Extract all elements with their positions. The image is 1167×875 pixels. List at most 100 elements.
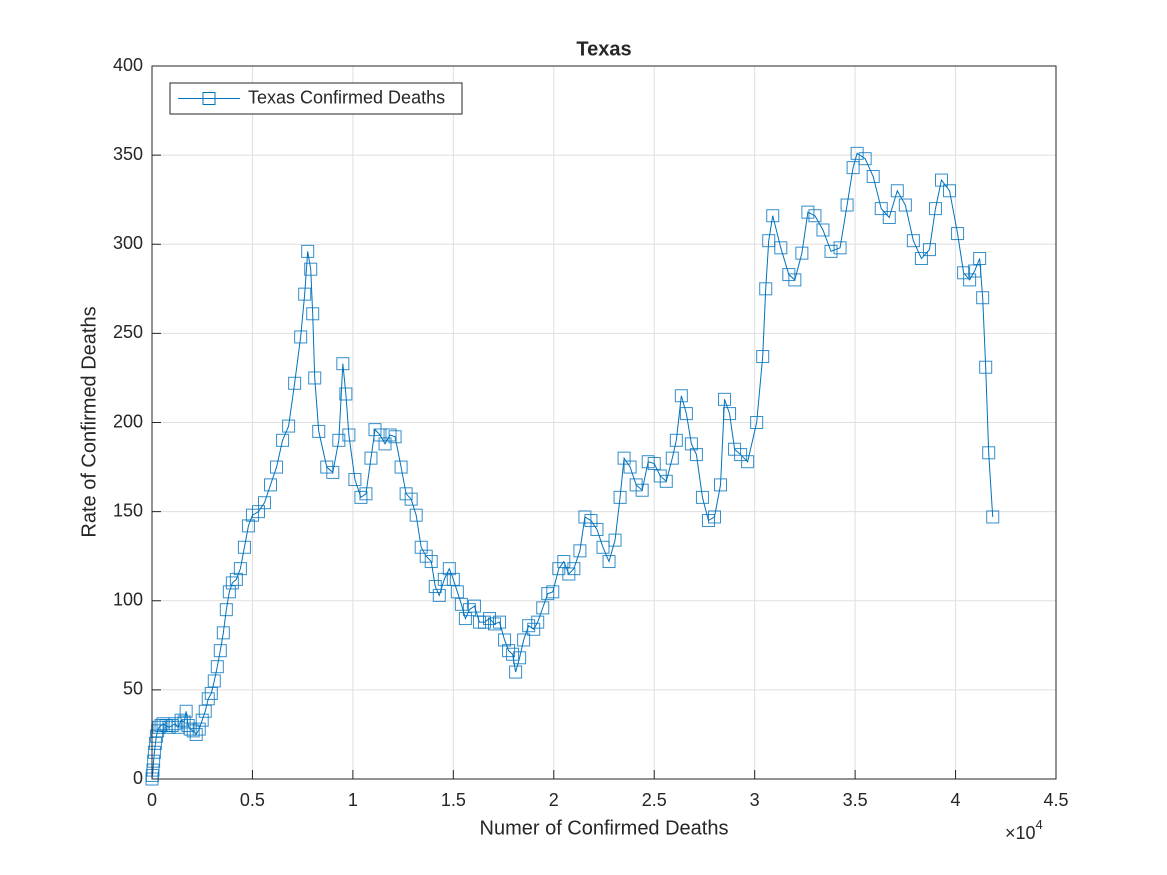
data-point (552, 562, 566, 576)
data-point (368, 423, 382, 437)
data-point (846, 161, 860, 175)
data-point (833, 241, 847, 255)
data-point (596, 540, 610, 554)
data-point (213, 644, 227, 658)
data-point (282, 419, 296, 433)
data-point (922, 243, 936, 257)
y-tick-label: 150 (113, 500, 143, 520)
y-tick-label: 50 (123, 679, 143, 699)
data-point (147, 745, 161, 759)
data-point (304, 262, 318, 276)
data-point (562, 567, 576, 581)
data-point (201, 692, 215, 706)
data-point (477, 615, 491, 629)
data-point (509, 665, 523, 679)
data-point (301, 244, 315, 258)
data-point (756, 350, 770, 364)
data-point (482, 612, 496, 626)
data-point (795, 246, 809, 260)
data-point (146, 763, 160, 777)
data-point (348, 473, 362, 487)
data-point (437, 572, 451, 586)
data-point (527, 622, 541, 636)
data-point (816, 223, 830, 237)
y-tick-label: 200 (113, 411, 143, 431)
series-line (151, 152, 994, 780)
data-point (339, 387, 353, 401)
data-point (210, 660, 224, 674)
data-point (276, 433, 290, 447)
data-point (428, 579, 442, 593)
data-point (840, 198, 854, 212)
data-point (222, 585, 236, 599)
data-point (689, 448, 703, 462)
data-point (308, 371, 322, 385)
data-point (898, 198, 912, 212)
data-point (882, 211, 896, 225)
data-point (824, 244, 838, 258)
data-point (506, 647, 520, 661)
data-point (229, 572, 243, 586)
y-tick-label: 250 (113, 322, 143, 342)
data-point (567, 562, 581, 576)
data-point (424, 555, 438, 569)
x-exponent-power: 4 (1036, 817, 1043, 832)
data-point (419, 549, 433, 563)
legend-marker (202, 92, 216, 105)
data-point (982, 446, 996, 460)
data-point (766, 209, 780, 223)
data-point (635, 483, 649, 497)
data-point (373, 428, 387, 442)
y-tick-label: 100 (113, 590, 143, 610)
data-point (336, 357, 350, 371)
data-point (383, 428, 397, 442)
x-tick-label: 0.5 (240, 790, 265, 810)
data-point (294, 330, 308, 344)
data-point (332, 433, 346, 447)
data-point (928, 202, 942, 216)
x-tick-label: 0 (147, 790, 157, 810)
data-point (774, 241, 788, 255)
data-point (986, 510, 1000, 524)
data-point (963, 273, 977, 287)
data-point (801, 205, 815, 219)
data-point (741, 455, 755, 469)
data-point (378, 437, 392, 451)
data-point (257, 496, 271, 510)
y-tick-label: 0 (133, 768, 143, 788)
data-point (866, 170, 880, 184)
x-tick-label: 4 (951, 790, 961, 810)
data-point (951, 227, 965, 241)
data-point (454, 597, 468, 611)
data-point (388, 430, 402, 444)
data-point (354, 490, 368, 504)
data-point (679, 407, 693, 421)
data-point (602, 555, 616, 569)
data-point (488, 617, 502, 631)
data-point (623, 460, 637, 474)
data-point (458, 612, 472, 626)
data-point (517, 633, 531, 647)
data-point (225, 576, 239, 590)
data-point (522, 619, 536, 633)
y-axis-label: Rate of Confirmed Deaths (78, 306, 100, 537)
data-point (718, 392, 732, 406)
data-point (502, 644, 516, 658)
y-tick-label: 300 (113, 233, 143, 253)
data-point (973, 252, 987, 266)
data-point (573, 544, 587, 558)
data-point (914, 252, 928, 266)
data-point (432, 588, 446, 602)
data-point (414, 540, 428, 554)
data-point (152, 720, 166, 734)
data-point (233, 562, 247, 576)
data-point (364, 451, 378, 465)
data-point (264, 478, 278, 492)
x-tick-label: 3 (750, 790, 760, 810)
data-point (237, 540, 251, 554)
data-point (979, 360, 993, 374)
x-tick-label: 2 (549, 790, 559, 810)
data-point (674, 389, 688, 403)
